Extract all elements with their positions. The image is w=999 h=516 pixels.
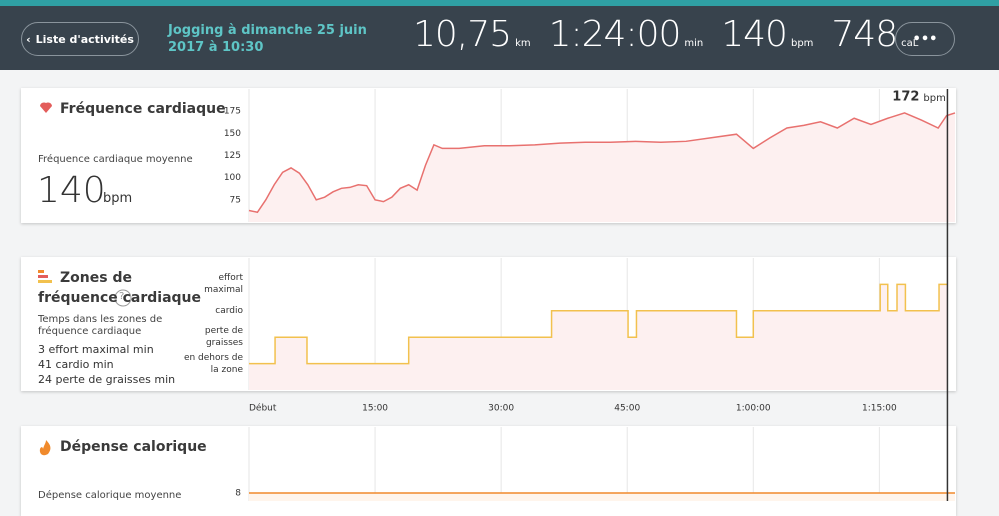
avg-label: Dépense calorique moyenne xyxy=(38,490,182,501)
header: ‹ Liste d'activités Jogging à dimanche 25… xyxy=(0,0,999,70)
area-fill xyxy=(249,284,948,390)
zone-item: 24 perte de graisses min xyxy=(38,373,176,386)
panel-title: Fréquence cardiaque xyxy=(60,101,226,117)
avg-value: 140 xyxy=(37,170,106,211)
charts: 75 100 125 150 175 Début 15:00 30:00 45:00 1:00:0… xyxy=(38,89,956,501)
zones-icon xyxy=(38,270,52,283)
y-tick-label: perte de graisses xyxy=(204,326,243,349)
stat-item: 140 bpm xyxy=(721,14,813,55)
stat-value: 748 xyxy=(831,14,898,55)
y-tick-label: 125 xyxy=(224,151,241,161)
back-arrow: ‹ xyxy=(26,32,31,46)
x-tick-label: 15:00 xyxy=(362,404,388,414)
series-line xyxy=(249,283,948,365)
stat-item: 10,75 km xyxy=(413,14,531,55)
avg-unit: bpm xyxy=(103,191,133,206)
zone-item: 3 effort maximal min xyxy=(38,343,154,356)
zones-list: 3 effort maximal min 41 cardio min 24 pe… xyxy=(38,342,175,387)
zone-item: 41 cardio min xyxy=(38,358,114,371)
stat-value: 10,75 xyxy=(413,14,512,55)
y-tick-label: effort maximal xyxy=(204,273,243,296)
activity-title: Jogging à dimanche 25 juin 2017 à 10:30 xyxy=(168,23,367,55)
help-label: ? xyxy=(119,291,125,302)
more-button[interactable]: ••• xyxy=(895,22,955,56)
x-tick-label: Début xyxy=(249,403,277,414)
panel-title: Dépense calorique xyxy=(60,439,207,455)
x-tick-label: 30:00 xyxy=(488,404,514,414)
y-tick-label: cardio xyxy=(215,305,243,316)
x-tick-label: 1:15:00 xyxy=(862,404,897,414)
flame-icon xyxy=(39,440,51,456)
y-tick-label: 75 xyxy=(230,195,241,205)
stats: 10,75 km 1:24:00 min 140 bpm 748 caL xyxy=(413,14,918,55)
cursor-label: 172 xyxy=(892,90,919,105)
cursor-unit: bpm xyxy=(923,93,945,104)
x-tick-label: 45:00 xyxy=(614,404,640,414)
area-fill xyxy=(249,493,955,501)
back-button[interactable]: ‹ Liste d'activités xyxy=(21,22,139,56)
panel-title: Zones de fréquence cardiaque xyxy=(38,270,202,306)
stat-item: 1:24:00 min xyxy=(549,14,704,55)
x-tick-label: 1:00:00 xyxy=(736,404,771,414)
stat-unit: km xyxy=(515,38,531,49)
back-label: Liste d'activités xyxy=(35,32,134,46)
y-tick-label: 100 xyxy=(224,173,241,183)
stat-value: 140 xyxy=(721,14,788,55)
y-tick-label: 8 xyxy=(235,489,241,499)
stat-unit: min xyxy=(684,38,704,49)
y-tick-label: 175 xyxy=(224,107,241,117)
help-icon[interactable] xyxy=(114,289,132,307)
y-tick-label: 150 xyxy=(224,129,241,139)
y-tick-label: en dehors de la zone xyxy=(183,352,243,375)
zones-subtitle: Temps dans les zones de fréquence cardia… xyxy=(38,314,163,337)
area-fill xyxy=(249,112,955,222)
series-line xyxy=(248,112,956,214)
stat-unit: bpm xyxy=(790,38,814,49)
heart-icon xyxy=(40,102,52,113)
avg-label: Fréquence cardiaque moyenne xyxy=(38,154,193,165)
stat-value: 1:24:00 xyxy=(548,14,682,55)
